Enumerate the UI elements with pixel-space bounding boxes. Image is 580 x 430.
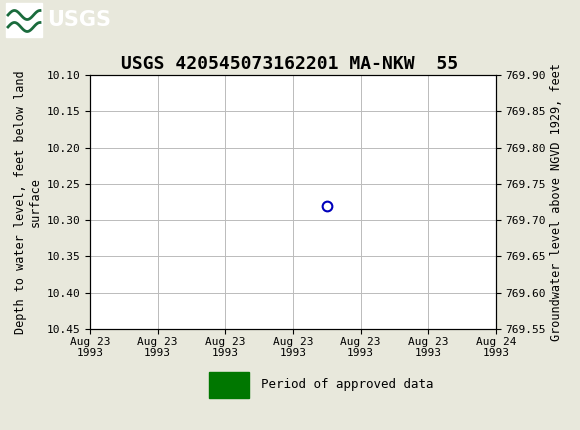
Y-axis label: Depth to water level, feet below land
surface: Depth to water level, feet below land su… <box>14 70 42 334</box>
Y-axis label: Groundwater level above NGVD 1929, feet: Groundwater level above NGVD 1929, feet <box>550 63 563 341</box>
Bar <box>209 372 249 398</box>
Text: USGS 420545073162201 MA-NKW  55: USGS 420545073162201 MA-NKW 55 <box>121 55 459 73</box>
Bar <box>6 3 42 37</box>
Text: USGS: USGS <box>47 10 111 30</box>
Text: Period of approved data: Period of approved data <box>261 378 433 391</box>
